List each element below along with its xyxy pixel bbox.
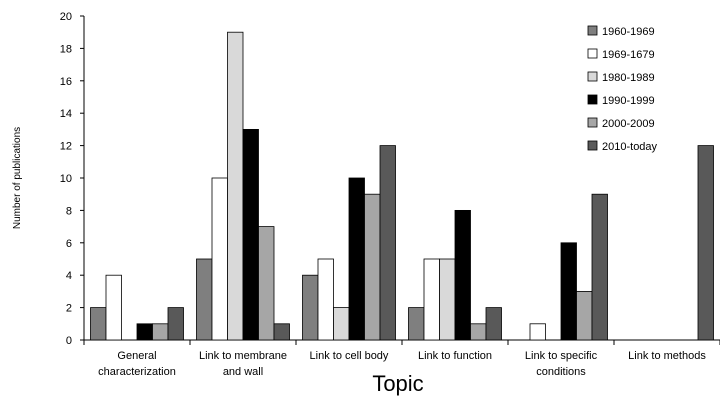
bar-1960-1969-1 bbox=[90, 307, 107, 341]
bar-1969-1679-1 bbox=[105, 274, 122, 341]
bar-1969-1679-3 bbox=[317, 258, 334, 341]
legend-label: 1969-1679 bbox=[602, 49, 655, 61]
bar-1960-1969-3 bbox=[302, 274, 319, 341]
y-tick-label: 18 bbox=[60, 43, 72, 55]
bar-2010-today-3 bbox=[379, 145, 396, 341]
category-label: Link to cell body bbox=[310, 350, 389, 362]
bar-1990-1999-3 bbox=[348, 177, 365, 341]
bar-2000-2009-4 bbox=[470, 323, 487, 341]
bars bbox=[90, 31, 714, 341]
bar-2000-2009-2 bbox=[258, 226, 275, 341]
bar-1969-1679-4 bbox=[423, 258, 440, 341]
category-label: and wall bbox=[223, 366, 263, 378]
legend-label: 2000-2009 bbox=[602, 118, 655, 130]
y-tick-label: 4 bbox=[66, 270, 72, 282]
bar-2000-2009-3 bbox=[364, 193, 381, 341]
y-tick-label: 12 bbox=[60, 141, 72, 153]
legend-swatch bbox=[587, 25, 598, 36]
category-label: General bbox=[117, 350, 156, 362]
bar-2010-today-5 bbox=[591, 193, 608, 341]
bar-1969-1679-2 bbox=[211, 177, 228, 341]
bar-2010-today-1 bbox=[167, 307, 184, 341]
category-labels: General characterization Link to membrane a… bbox=[98, 350, 706, 378]
legend: 1960-1969 1969-1679 1980-1989 1990-1999 2000… bbox=[587, 25, 658, 153]
legend-swatch bbox=[587, 140, 598, 151]
legend-label: 1960-1969 bbox=[602, 26, 655, 38]
category-label: Link to specific bbox=[525, 350, 598, 362]
y-tick-label: 8 bbox=[66, 205, 72, 217]
y-axis: 0 2 4 6 8 10 12 14 16 18 20 bbox=[60, 11, 85, 347]
bar-1960-1969-4 bbox=[408, 307, 425, 341]
bar-2010-today-6 bbox=[697, 145, 714, 341]
bar-1990-1999-2 bbox=[242, 128, 259, 341]
legend-label: 1990-1999 bbox=[602, 95, 655, 107]
y-tick-label: 20 bbox=[60, 11, 72, 23]
bar-1980-1989-2 bbox=[227, 31, 244, 341]
bar-1990-1999-4 bbox=[454, 209, 471, 341]
y-tick-label: 14 bbox=[60, 108, 72, 120]
bar-2010-today-4 bbox=[485, 307, 502, 341]
bar-2010-today-2 bbox=[273, 323, 290, 341]
legend-swatch bbox=[587, 117, 598, 128]
category-label: Link to membrane bbox=[199, 350, 287, 362]
y-tick-label: 16 bbox=[60, 76, 72, 88]
bar-1980-1989-4 bbox=[439, 258, 456, 341]
bar-2000-2009-5 bbox=[576, 290, 593, 341]
y-tick-label: 2 bbox=[66, 303, 72, 315]
x-ticks bbox=[83, 340, 720, 345]
bar-1960-1969-2 bbox=[196, 258, 213, 341]
x-axis bbox=[83, 339, 720, 345]
y-axis-label: Number of publications bbox=[12, 127, 23, 229]
bar-1990-1999-5 bbox=[560, 242, 577, 341]
y-tick-label: 6 bbox=[66, 238, 72, 250]
category-label: Link to function bbox=[418, 350, 492, 362]
y-ticks: 0 2 4 6 8 10 12 14 16 18 20 bbox=[60, 11, 84, 347]
bar-1980-1989-3 bbox=[333, 307, 350, 341]
category-label: characterization bbox=[98, 366, 176, 378]
legend-label: 1980-1989 bbox=[602, 72, 655, 84]
bar-2000-2009-1 bbox=[152, 323, 169, 341]
legend-swatch bbox=[587, 94, 598, 105]
legend-label: 2010-today bbox=[602, 141, 658, 153]
x-axis-label: Topic bbox=[372, 371, 423, 396]
legend-swatch bbox=[587, 71, 598, 82]
category-label: Link to methods bbox=[628, 350, 706, 362]
bar-1990-1999-1 bbox=[136, 323, 153, 341]
y-tick-label: 10 bbox=[60, 173, 72, 185]
y-tick-label: 0 bbox=[66, 335, 72, 347]
legend-swatch bbox=[587, 48, 598, 59]
category-label: conditions bbox=[536, 366, 586, 378]
bar-1969-1679-5 bbox=[529, 323, 546, 341]
